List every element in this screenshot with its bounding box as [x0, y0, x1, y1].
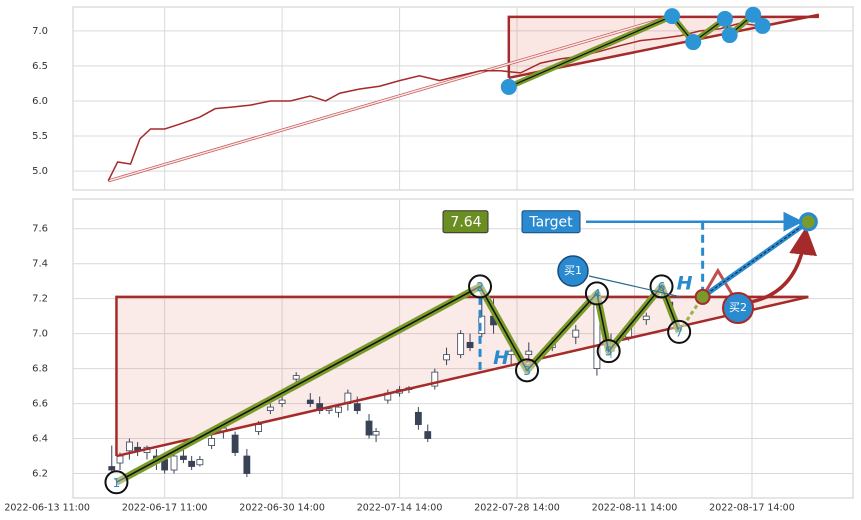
y-tick-label: 6.8: [32, 364, 48, 375]
y-tick-label: 6.5: [32, 61, 48, 72]
buy-marker: [557, 255, 589, 287]
candle-body: [466, 341, 474, 349]
y-tick-label: 5.5: [32, 131, 48, 142]
breakout-point: [694, 288, 711, 305]
candle-body: [255, 424, 263, 432]
candle-body: [642, 315, 650, 321]
y-tick-label: 7.0: [32, 26, 48, 37]
pattern-point: [649, 274, 674, 299]
y-tick-label: 7.0: [32, 329, 48, 340]
candle-body: [353, 403, 361, 411]
pattern-point: [664, 8, 681, 25]
x-tick-label: 2022-08-17 14:00: [709, 503, 795, 514]
target-label: Target: [528, 215, 573, 231]
buy-label: 买2: [729, 301, 747, 314]
pattern-point: [685, 34, 702, 51]
candle-body: [188, 460, 196, 467]
y-tick-label: 5.0: [32, 166, 48, 177]
pattern-point: [584, 281, 609, 306]
candle-body: [572, 329, 580, 338]
candle-body: [424, 431, 432, 439]
candle-body: [196, 459, 204, 466]
height-label: H: [677, 272, 693, 294]
target-value: 7.64: [450, 215, 481, 231]
x-tick-label: 2022-06-13 11:00: [4, 503, 90, 514]
candle-body: [266, 406, 274, 411]
y-tick-label: 6.4: [32, 434, 48, 445]
pattern-point-label: 6: [658, 280, 666, 294]
buy-leader: [588, 275, 682, 298]
pattern-point: [754, 17, 771, 34]
x-tick-label: 2022-07-14 14:00: [357, 503, 443, 514]
candle-body: [372, 431, 380, 436]
pattern-point: [716, 10, 733, 27]
pattern-point-label: 3: [523, 364, 531, 378]
target-box: [521, 210, 581, 234]
candle-body: [414, 411, 422, 425]
pattern-zigzag-core: [116, 284, 680, 483]
candle-body: [243, 455, 251, 474]
target-point: [798, 212, 818, 232]
pattern-point: [721, 27, 738, 44]
candle-body: [325, 408, 333, 411]
pattern-point: [500, 78, 517, 95]
candle-body: [443, 354, 450, 361]
candle-body: [108, 466, 116, 471]
pattern-point: [515, 358, 540, 383]
candle-body: [231, 434, 239, 453]
candle-body: [365, 420, 373, 436]
target-path-core: [702, 221, 809, 298]
candle-body: [457, 333, 465, 356]
pattern-point: [104, 470, 129, 495]
price-line: [107, 22, 761, 182]
x-tick-label: 2022-08-11 14:00: [592, 503, 678, 514]
target-value-box: [442, 210, 489, 234]
candle-body: [278, 399, 286, 404]
buy-marker: [722, 292, 754, 324]
y-tick-label: 7.6: [32, 224, 48, 235]
pattern-point-label: 7: [675, 325, 683, 339]
candle-body: [335, 406, 342, 413]
y-tick-label: 6.6: [32, 399, 48, 410]
y-tick-label: 7.4: [32, 259, 48, 270]
y-tick-label: 7.2: [32, 294, 48, 305]
pattern-point-label: 2: [476, 280, 484, 294]
height-label: H: [493, 347, 509, 369]
candle-body: [116, 455, 124, 464]
buy-label: 买1: [564, 264, 582, 277]
support-line: [116, 295, 809, 458]
pattern-point-label: 1: [113, 476, 121, 490]
pattern-point-label: 4: [593, 287, 601, 301]
resistance-line: [115, 295, 809, 457]
candle-body: [431, 371, 439, 387]
candle-body: [125, 441, 133, 452]
pattern-point-label: 5: [605, 345, 613, 359]
pattern-point: [596, 339, 621, 364]
candle-body: [170, 455, 178, 471]
projection-line: [701, 267, 740, 305]
x-tick-label: 2022-06-17 11:00: [122, 503, 208, 514]
candle-body: [180, 455, 187, 460]
y-tick-label: 6.0: [32, 96, 48, 107]
y-tick-label: 6.2: [32, 469, 48, 480]
projection-inner: [108, 15, 673, 182]
pattern-point: [468, 274, 493, 299]
candle-body: [306, 399, 314, 404]
x-tick-label: 2022-06-30 14:00: [239, 503, 325, 514]
pattern-point: [745, 6, 762, 23]
candle-body: [525, 350, 533, 356]
pattern-point: [667, 319, 692, 344]
candle-body: [208, 438, 216, 446]
candle-body: [292, 375, 300, 380]
x-tick-label: 2022-07-28 14:00: [474, 503, 560, 514]
resistance-line: [507, 15, 819, 78]
